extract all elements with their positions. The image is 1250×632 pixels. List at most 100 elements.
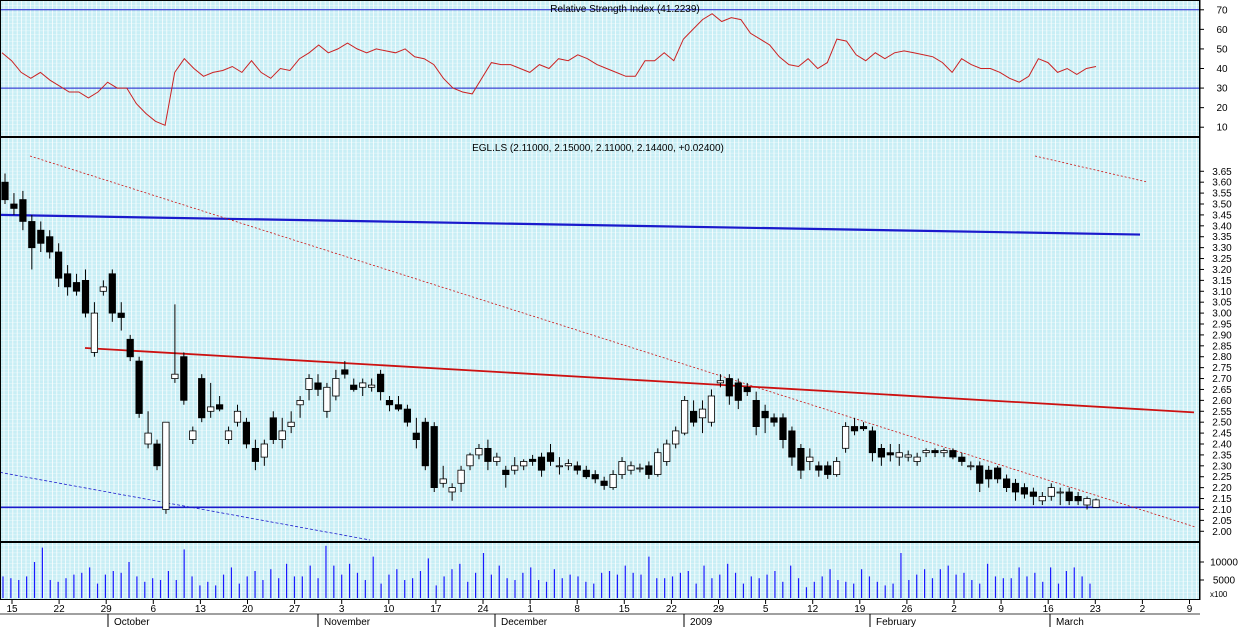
candle-body xyxy=(994,467,1002,480)
price-tick-label: 2.70 xyxy=(1212,374,1232,385)
candle-body xyxy=(484,447,492,462)
x-day-tick-label: 22 xyxy=(666,604,678,615)
x-month-label: 2009 xyxy=(690,617,713,627)
price-tick-label: 2.35 xyxy=(1212,450,1232,461)
candle-body xyxy=(305,378,313,390)
price-tick-label: 2.85 xyxy=(1212,341,1232,352)
price-tick-label: 3.20 xyxy=(1212,265,1232,276)
candle-body xyxy=(806,456,814,462)
candle-body xyxy=(1038,495,1046,502)
price-tick-label: 3.15 xyxy=(1212,276,1232,287)
candle-body xyxy=(627,465,635,471)
x-day-tick-label: 29 xyxy=(713,604,725,615)
candle-body xyxy=(734,382,742,401)
price-tick-label: 2.50 xyxy=(1212,418,1232,429)
candle-body xyxy=(90,312,98,353)
rsi-tick-label: 70 xyxy=(1216,5,1228,16)
price-tick-label: 2.95 xyxy=(1212,320,1232,331)
x-day-tick-label: 15 xyxy=(619,604,631,615)
candle-body xyxy=(144,432,152,445)
price-tick-label: 3.40 xyxy=(1212,221,1232,232)
candle-body xyxy=(797,447,805,471)
candle-body xyxy=(412,432,420,441)
candle-body xyxy=(895,452,903,458)
resistance-line-blue xyxy=(0,213,1141,236)
x-day-tick-label: 9 xyxy=(1187,604,1193,615)
price-tick-label: 3.55 xyxy=(1212,189,1232,200)
x-day-tick-label: 22 xyxy=(54,604,66,615)
candle-body xyxy=(251,447,259,462)
x-day-tick-label: 19 xyxy=(854,604,866,615)
candle-body xyxy=(770,417,778,423)
candle-body xyxy=(591,474,599,480)
candle-body xyxy=(153,443,161,467)
x-day-tick-label: 2 xyxy=(951,604,957,615)
candle-body xyxy=(511,465,519,471)
rsi-title: Relative Strength Index (41.2239) xyxy=(550,4,700,15)
x-axis-background xyxy=(0,600,1200,627)
candle-body xyxy=(457,469,465,484)
candle-body xyxy=(171,373,179,380)
candle-body xyxy=(278,430,286,440)
candle-body xyxy=(81,279,90,314)
x-month-label: November xyxy=(324,617,371,627)
candle-body xyxy=(207,406,215,412)
candle-body xyxy=(215,404,224,410)
candle-body xyxy=(922,450,930,454)
candle-body xyxy=(609,474,617,489)
price-tick-label: 2.05 xyxy=(1212,516,1232,527)
price-tick-label: 3.35 xyxy=(1212,232,1232,243)
rsi-tick-label: 40 xyxy=(1216,64,1228,75)
candle-body xyxy=(1074,495,1082,502)
candle-body xyxy=(618,461,626,476)
candle-body xyxy=(341,369,349,375)
candle-body xyxy=(779,417,787,440)
candle-body xyxy=(502,469,510,476)
candle-body xyxy=(376,373,385,393)
price-tick-label: 2.45 xyxy=(1212,429,1232,440)
candle-body xyxy=(564,463,573,467)
candle-body xyxy=(600,480,608,486)
downtrend-line-red xyxy=(84,347,1195,414)
x-day-tick-label: 29 xyxy=(101,604,113,615)
candle-body xyxy=(761,410,769,419)
candle-body xyxy=(224,430,233,440)
x-day-tick-label: 2 xyxy=(1140,604,1146,615)
candle-body xyxy=(555,465,564,468)
x-day-tick-label: 24 xyxy=(477,604,489,615)
candle-body xyxy=(1003,478,1011,488)
candle-body xyxy=(439,478,447,484)
candle-body xyxy=(323,386,331,412)
price-tick-label: 2.90 xyxy=(1212,330,1232,341)
price-tick-label: 2.15 xyxy=(1212,494,1232,505)
candle-body xyxy=(385,399,394,406)
candle-body xyxy=(394,404,403,410)
price-tick-label: 2.65 xyxy=(1212,385,1232,396)
candle-body xyxy=(743,386,751,393)
x-day-tick-label: 8 xyxy=(574,604,580,615)
candle-body xyxy=(448,487,456,493)
x-month-label: December xyxy=(501,617,548,627)
price-tick-label: 3.05 xyxy=(1212,298,1232,309)
candle-body xyxy=(815,465,823,471)
candle-body xyxy=(698,408,707,419)
x-day-tick-label: 6 xyxy=(151,604,157,615)
candle-body xyxy=(180,356,188,401)
candle-body xyxy=(72,282,81,292)
candle-body xyxy=(681,399,689,434)
candle-body xyxy=(135,360,143,414)
price-tick-label: 2.75 xyxy=(1212,363,1232,374)
price-tick-label: 2.80 xyxy=(1212,352,1232,363)
x-day-tick-label: 1 xyxy=(527,604,533,615)
rsi-tick-label: 10 xyxy=(1216,123,1228,134)
candle-body xyxy=(37,229,45,244)
candle-body xyxy=(913,456,921,462)
candle-body xyxy=(126,338,134,358)
dashed-channel-line-blue xyxy=(0,471,371,541)
candle-body xyxy=(842,426,850,449)
candle-body xyxy=(690,410,698,423)
candle-body xyxy=(19,199,27,222)
price-tick-label: 3.25 xyxy=(1212,254,1232,265)
x-day-tick-label: 26 xyxy=(901,604,913,615)
candle-body xyxy=(189,430,197,440)
